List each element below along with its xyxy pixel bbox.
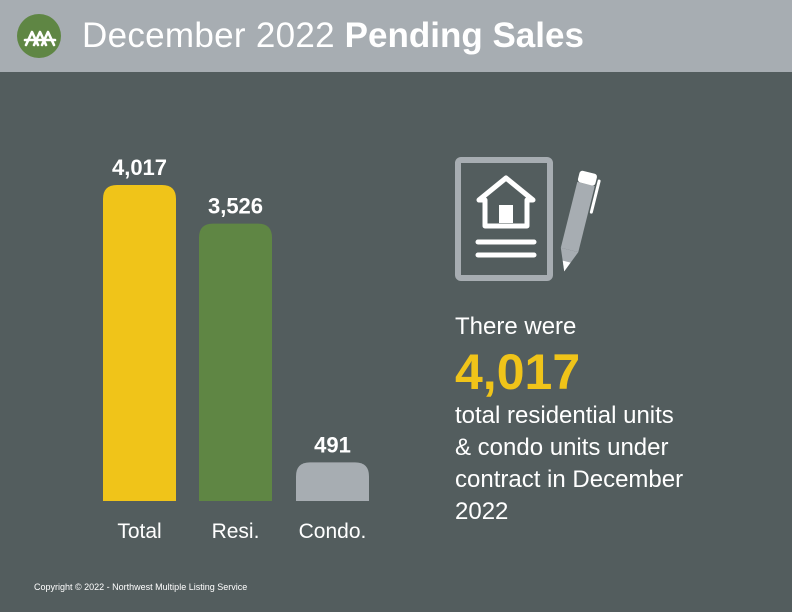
bar-value-label: 491 xyxy=(314,432,351,457)
category-label: Total xyxy=(117,520,161,543)
category-label: Resi. xyxy=(212,520,260,543)
header-bar: December 2022 Pending Sales xyxy=(0,0,792,72)
bar-value-label: 4,017 xyxy=(112,155,167,180)
bar-value-label: 3,526 xyxy=(208,194,263,219)
page-title-metric: Pending Sales xyxy=(344,16,584,55)
page-title-month: December 2022 xyxy=(82,16,335,55)
summary-panel: There were 4,017 total residential units… xyxy=(455,310,695,528)
category-label: Condo. xyxy=(299,520,367,543)
summary-intro: There were xyxy=(455,313,577,340)
summary-description: total residential units & condo units un… xyxy=(455,402,684,525)
copyright-text: Copyright © 2022 - Northwest Multiple Li… xyxy=(34,582,248,592)
page-title: December 2022 Pending Sales xyxy=(82,14,584,58)
summary-number: 4,017 xyxy=(455,344,581,400)
house-document-with-pen-icon xyxy=(452,154,602,287)
nwmls-logo-icon xyxy=(17,14,61,58)
bar-total xyxy=(103,185,176,501)
bar-condo xyxy=(296,462,369,501)
pending-sales-bar-chart: 4,017 Total 3,526 Resi. 491 Condo. xyxy=(103,155,369,543)
bar-resi xyxy=(199,223,272,501)
